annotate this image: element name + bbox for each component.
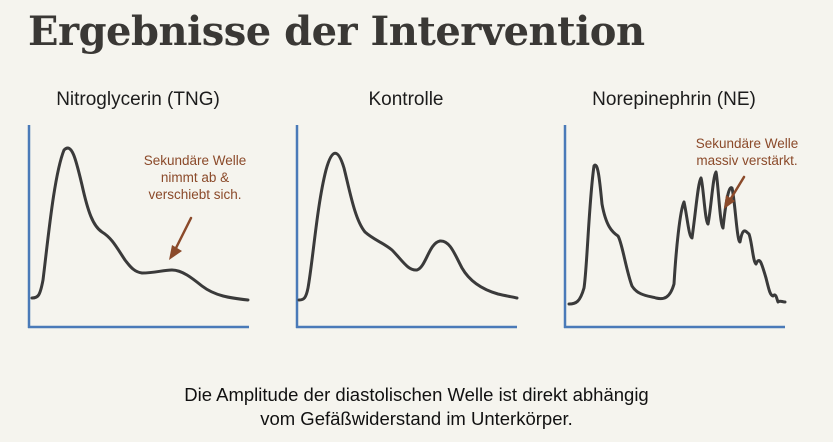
panel-title-kontrolle: Kontrolle: [368, 89, 444, 110]
annotation-arrow-tng: [173, 216, 193, 252]
annotation-line: massiv verstärkt.: [696, 153, 798, 168]
page-title: Ergebnisse der Intervention: [28, 8, 645, 55]
waveform-panel-ne: [563, 125, 787, 329]
waveform-kontrolle: [297, 151, 519, 302]
annotation-line: verschiebt sich.: [148, 187, 242, 202]
annotation-arrowhead-ne: [724, 195, 735, 209]
annotation-ne: Sekundäre Welle massiv verstärkt.: [672, 135, 822, 169]
waveform-panel-tng: [27, 125, 250, 329]
waveform-ne: [567, 163, 787, 306]
annotation-arrow-ne: [728, 175, 746, 202]
annotation-line: nimmt ab &: [160, 170, 230, 185]
panel-title-tng: Nitroglycerin (TNG): [56, 89, 220, 110]
waveform-panel-kontrolle: [295, 125, 519, 329]
caption-line-1: Die Amplitude der diastolischen Welle is…: [184, 384, 649, 405]
annotation-arrowhead-tng: [169, 245, 182, 260]
annotation-tng: Sekundäre Welle nimmt ab & verschiebt si…: [120, 152, 270, 203]
annotation-line: Sekundäre Welle: [695, 136, 799, 151]
waveform-tng: [30, 146, 250, 302]
panel-title-ne: Norepinephrin (NE): [592, 89, 756, 110]
caption: Die Amplitude der diastolischen Welle is…: [60, 383, 773, 431]
caption-line-2: vom Gefäßwiderstand im Unterkörper.: [260, 408, 573, 429]
annotation-line: Sekundäre Welle: [143, 153, 247, 168]
